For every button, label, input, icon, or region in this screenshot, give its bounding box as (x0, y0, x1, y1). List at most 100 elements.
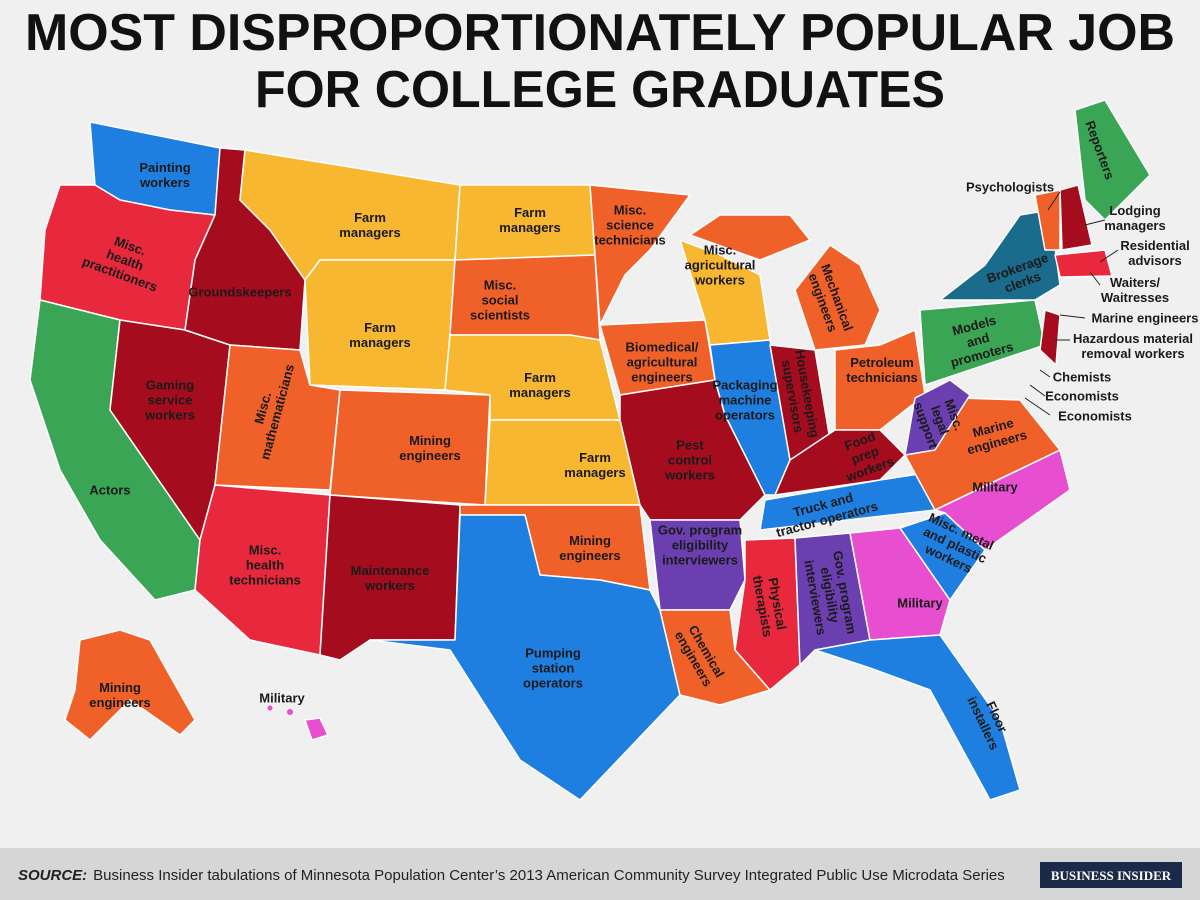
state-label: Economists (1045, 389, 1119, 404)
label-text: Waiters/Waitresses (1101, 275, 1169, 305)
label-line: managers (1104, 218, 1165, 233)
state (64, 629, 196, 741)
label-text: Mining engineers (559, 533, 620, 563)
label-line: managers (339, 225, 400, 240)
state-label: Farm managers (349, 320, 410, 350)
leader-line (1059, 314, 1086, 319)
state-label: Farm managers (339, 210, 400, 240)
label-line: Lodging (1109, 203, 1160, 218)
label-line: station (532, 661, 575, 676)
label-line: Maintenance (351, 563, 430, 578)
state-label: Lodging managers (1104, 203, 1165, 233)
label-line: health (246, 558, 284, 573)
label-line: operators (715, 408, 775, 423)
state-label: Misc. health technicians (229, 543, 301, 588)
label-line: Groundskeepers (188, 285, 291, 300)
state-label: Military (897, 596, 943, 611)
label-line: eligibility (672, 538, 729, 553)
state-label: Residential advisors (1120, 238, 1189, 268)
state (1074, 99, 1151, 221)
source: SOURCE: Business Insider tabulations of M… (18, 867, 1005, 884)
state (904, 379, 971, 456)
label-line: Misc. (614, 203, 647, 218)
leader-line (1029, 384, 1046, 397)
label-text: Military (972, 480, 1018, 495)
state-label: Chemists (1053, 370, 1112, 385)
label-line: managers (349, 335, 410, 350)
state-label: Farm managers (564, 450, 625, 480)
label-line: managers (499, 220, 560, 235)
label-line: engineers (559, 548, 620, 563)
state-label: Maintenance workers (351, 563, 430, 593)
label-line: Waiters/ (1110, 275, 1160, 290)
state-label: Packaging machine operators (712, 378, 777, 423)
state-label: Modelsandpromoters (941, 310, 1015, 370)
state (1054, 249, 1113, 278)
label-line: Mining (409, 433, 451, 448)
label-text: Pumping station operators (523, 646, 583, 691)
state (649, 519, 746, 611)
label-text: Mining engineers (399, 433, 460, 463)
state-label: Mining engineers (559, 533, 620, 563)
label-line: Biomedical/ (626, 340, 699, 355)
label-text: Economists (1058, 409, 1132, 424)
footer-band (0, 848, 1200, 900)
label-text: Economists (1045, 389, 1119, 404)
state-label: Mining engineers (399, 433, 460, 463)
state-label: Waiters/Waitresses (1101, 275, 1169, 305)
label-line: technicians (846, 370, 918, 385)
state-label: Economists (1058, 409, 1132, 424)
state (689, 214, 811, 261)
label-line: agricultural (685, 258, 756, 273)
state-label: Military (972, 480, 1018, 495)
brand-box (1040, 862, 1182, 888)
label-text: Actors (89, 483, 130, 498)
leader-line (1039, 369, 1051, 378)
state-label: Actors (89, 483, 130, 498)
label-text: Misc. social scientists (470, 278, 530, 323)
label-text: Residential advisors (1120, 238, 1189, 268)
label-line: interviewers (662, 553, 738, 568)
state (849, 527, 951, 641)
label-line: Gaming (146, 378, 194, 393)
state (287, 709, 293, 715)
state-label: Misc. science technicians (594, 203, 666, 248)
label-line: machine (719, 393, 772, 408)
label-line: Farm (524, 370, 556, 385)
state-label: Farm managers (499, 205, 560, 235)
state-label: Psychologists (966, 180, 1054, 195)
label-line: technicians (229, 573, 301, 588)
label-line: control (668, 453, 712, 468)
label-text: Gaming service workers (144, 378, 195, 423)
state-label: Gaming service workers (144, 378, 195, 423)
label-line: Farm (514, 205, 546, 220)
label-line: Waitresses (1101, 290, 1169, 305)
label-line: Packaging (712, 378, 777, 393)
label-line: Actors (89, 483, 130, 498)
states (29, 99, 1151, 801)
state (589, 184, 691, 326)
label-line: Misc. (484, 278, 517, 293)
label-line: Chemists (1053, 370, 1112, 385)
label-line: Misc. (249, 543, 282, 558)
label-text: Farm managers (499, 205, 560, 235)
label-line: Psychologists (966, 180, 1054, 195)
label-line: science (606, 218, 654, 233)
label-text: Petroleum technicians (846, 355, 918, 385)
label-text: Lodging managers (1104, 203, 1165, 233)
state (1034, 189, 1061, 251)
label-text: Modelsandpromoters (941, 310, 1015, 370)
label-text: Groundskeepers (188, 285, 291, 300)
state (449, 254, 601, 341)
label-line: Military (897, 596, 943, 611)
source-text: Business Insider tabulations of Minnesot… (93, 867, 1005, 884)
label-line: engineers (399, 448, 460, 463)
label-line: workers (664, 468, 715, 483)
label-text: Biomedical/agricultural engineers (626, 340, 699, 385)
label-line: and (965, 330, 991, 350)
label-line: Economists (1045, 389, 1119, 404)
brand: BUSINESS INSIDER (1051, 868, 1172, 883)
label-line: removal workers (1081, 346, 1184, 361)
